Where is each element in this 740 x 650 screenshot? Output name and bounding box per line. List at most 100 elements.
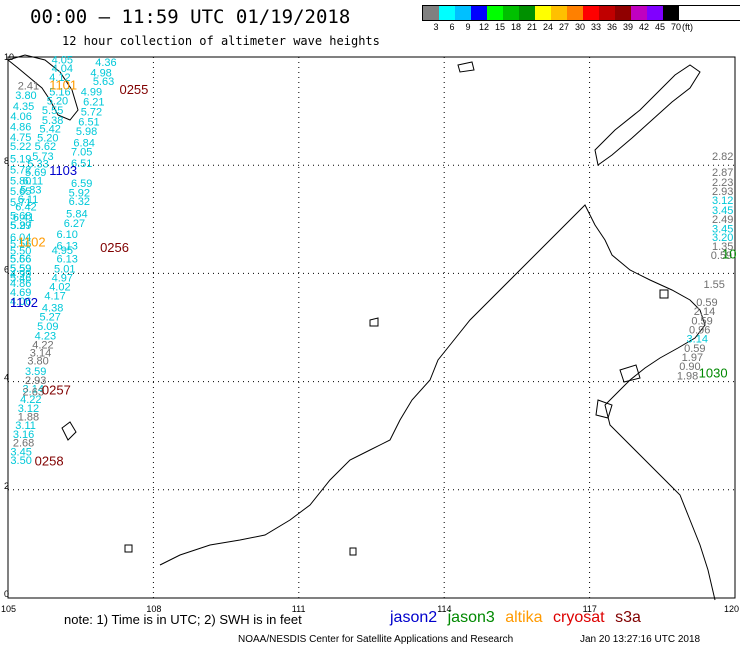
wave-height-label: 6.13 bbox=[56, 254, 77, 266]
wave-height-label: 6.59 bbox=[71, 178, 92, 190]
legend-label: 24 bbox=[543, 22, 554, 32]
wave-height-label: 5.59 bbox=[10, 263, 31, 275]
pass-time-label: 1102 bbox=[18, 234, 46, 249]
credit-line: NOAA/NESDIS Center for Satellite Applica… bbox=[238, 634, 514, 645]
pass-time-label: 1102 bbox=[10, 295, 38, 310]
x-tick-label: 117 bbox=[583, 604, 597, 614]
wave-height-label: 4.86 bbox=[10, 122, 31, 134]
wave-height-label: 3.50 bbox=[10, 455, 31, 467]
wave-height-label: 4.75 bbox=[10, 132, 31, 144]
wave-height-label: 3.12 bbox=[712, 195, 733, 207]
wave-height-label: 5.65 bbox=[10, 186, 31, 198]
wave-height-label: 0.59 bbox=[711, 250, 732, 262]
wave-height-label: 5.20 bbox=[47, 96, 68, 108]
wave-height-label: 4.22 bbox=[20, 394, 41, 406]
legend-swatch bbox=[663, 6, 679, 20]
coast-islet bbox=[457, 61, 475, 73]
wave-height-label: 5.69 bbox=[25, 167, 46, 179]
wave-height-label: 5.66 bbox=[10, 254, 31, 266]
wave-height-label: 4.04 bbox=[52, 63, 73, 75]
wave-height-label: 3.45 bbox=[712, 205, 733, 217]
legend-label: 36 bbox=[607, 22, 618, 32]
wave-height-label: 3.14 bbox=[23, 383, 44, 395]
legend-swatch bbox=[439, 6, 455, 20]
wave-height-label: 0.59 bbox=[696, 297, 717, 309]
wave-height-label: 5.55 bbox=[42, 105, 63, 117]
legend-label: 6 bbox=[449, 22, 455, 32]
wave-height-label: 5.46 bbox=[10, 273, 31, 285]
wave-height-label: 5.56 bbox=[10, 238, 31, 250]
map-title: 00:00 – 11:59 UTC 01/19/2018 bbox=[30, 6, 351, 28]
wave-height-label: 5.56 bbox=[10, 254, 31, 266]
satellite-legend: jason2 jason3 altika cryosat s3a bbox=[390, 609, 647, 627]
wave-height-label: 5.73 bbox=[32, 151, 53, 163]
coast-islet bbox=[349, 547, 357, 556]
wave-height-label: 3.45 bbox=[10, 447, 31, 459]
map-subtitle: 12 hour collection of altimeter wave hei… bbox=[62, 34, 380, 48]
legend-swatch bbox=[599, 6, 615, 20]
legend-label: 70 bbox=[671, 22, 682, 32]
wave-height-label: 5.83 bbox=[20, 184, 41, 196]
wave-height-label: 4.36 bbox=[95, 57, 116, 69]
wave-height-label: 6.32 bbox=[69, 196, 90, 208]
wave-height-label: 6.13 bbox=[56, 241, 77, 253]
wave-height-label: 2.41 bbox=[18, 80, 39, 92]
coast-palawan bbox=[594, 64, 701, 166]
legend-labels: 3 6 9 12 15 18 21 24 27 30 33 36 39 42 45 70 (ft) bbox=[422, 21, 740, 33]
legend-swatch bbox=[567, 6, 583, 20]
pass-time-label: 10 bbox=[722, 246, 736, 261]
wave-height-label: 4.86 bbox=[10, 278, 31, 290]
wave-height-label: 5.09 bbox=[37, 321, 58, 333]
wave-height-label: 5.19 bbox=[10, 153, 31, 165]
pass-time-label: 1030 bbox=[699, 365, 728, 380]
legend-swatches bbox=[422, 5, 740, 21]
coast-islet bbox=[595, 399, 613, 419]
x-tick-label: 111 bbox=[292, 604, 306, 614]
satellite-s3a: s3a bbox=[615, 609, 641, 626]
axis-ticks: 105 108 111 114 117 120 0 2 4 6 8 10 bbox=[1, 52, 739, 614]
legend-swatch bbox=[647, 6, 663, 20]
wave-height-label: 5.72 bbox=[10, 164, 31, 176]
generated-time: Jan 20 13:27:16 UTC 2018 bbox=[580, 634, 701, 645]
x-tick-label: 114 bbox=[437, 604, 451, 614]
pass-time-label: 1101 bbox=[49, 77, 77, 92]
legend-swatch bbox=[615, 6, 631, 20]
wave-height-label: 5.01 bbox=[54, 263, 75, 275]
wave-height-label: 4.35 bbox=[13, 101, 34, 113]
wave-height-label: 6.84 bbox=[73, 137, 94, 149]
wave-height-label: 2.14 bbox=[694, 306, 715, 318]
wave-height-label: 3.11 bbox=[15, 420, 36, 432]
wave-height-label: 3.14 bbox=[687, 334, 708, 346]
y-tick-label: 2 bbox=[4, 481, 9, 491]
coast-islet bbox=[659, 289, 669, 299]
legend-swatch bbox=[535, 6, 551, 20]
legend-label: 30 bbox=[575, 22, 586, 32]
wave-height-label: 2.82 bbox=[712, 151, 733, 163]
satellite-altika: altika bbox=[505, 609, 543, 626]
legend-swatch bbox=[471, 6, 487, 20]
wave-height-label: 3.80 bbox=[15, 90, 36, 102]
legend-label: 21 bbox=[527, 22, 538, 32]
legend-label: 3 bbox=[433, 22, 439, 32]
wave-height-label: 6.10 bbox=[56, 229, 77, 241]
legend-label: 9 bbox=[465, 22, 471, 32]
wave-height-label: 6.11 bbox=[23, 176, 44, 188]
wave-height-label: 1.55 bbox=[703, 279, 724, 291]
wave-height-label: 5.27 bbox=[40, 311, 61, 323]
wave-height-label: 0.59 bbox=[691, 315, 712, 327]
wave-height-label: 1.97 bbox=[682, 352, 703, 364]
coast-borneo bbox=[159, 204, 716, 601]
wave-height-label: 5.29 bbox=[10, 220, 31, 232]
wave-height-label: 2.93 bbox=[25, 375, 46, 387]
wave-height-label: 3.14 bbox=[30, 348, 51, 360]
wave-height-label: 6.41 bbox=[13, 212, 34, 224]
wave-height-label: 2.23 bbox=[712, 177, 733, 189]
wave-height-label: 4.99 bbox=[81, 86, 102, 98]
coast-islet bbox=[124, 544, 133, 553]
color-legend: 3 6 9 12 15 18 21 24 27 30 33 36 39 42 45 70 (ft) bbox=[422, 5, 740, 33]
lat-lon-grid bbox=[7, 56, 736, 599]
satellite-cryosat: cryosat bbox=[553, 609, 605, 626]
x-tick-label: 105 bbox=[1, 604, 16, 614]
pass-time-label: 0257 bbox=[42, 383, 71, 398]
legend-label: 45 bbox=[655, 22, 666, 32]
